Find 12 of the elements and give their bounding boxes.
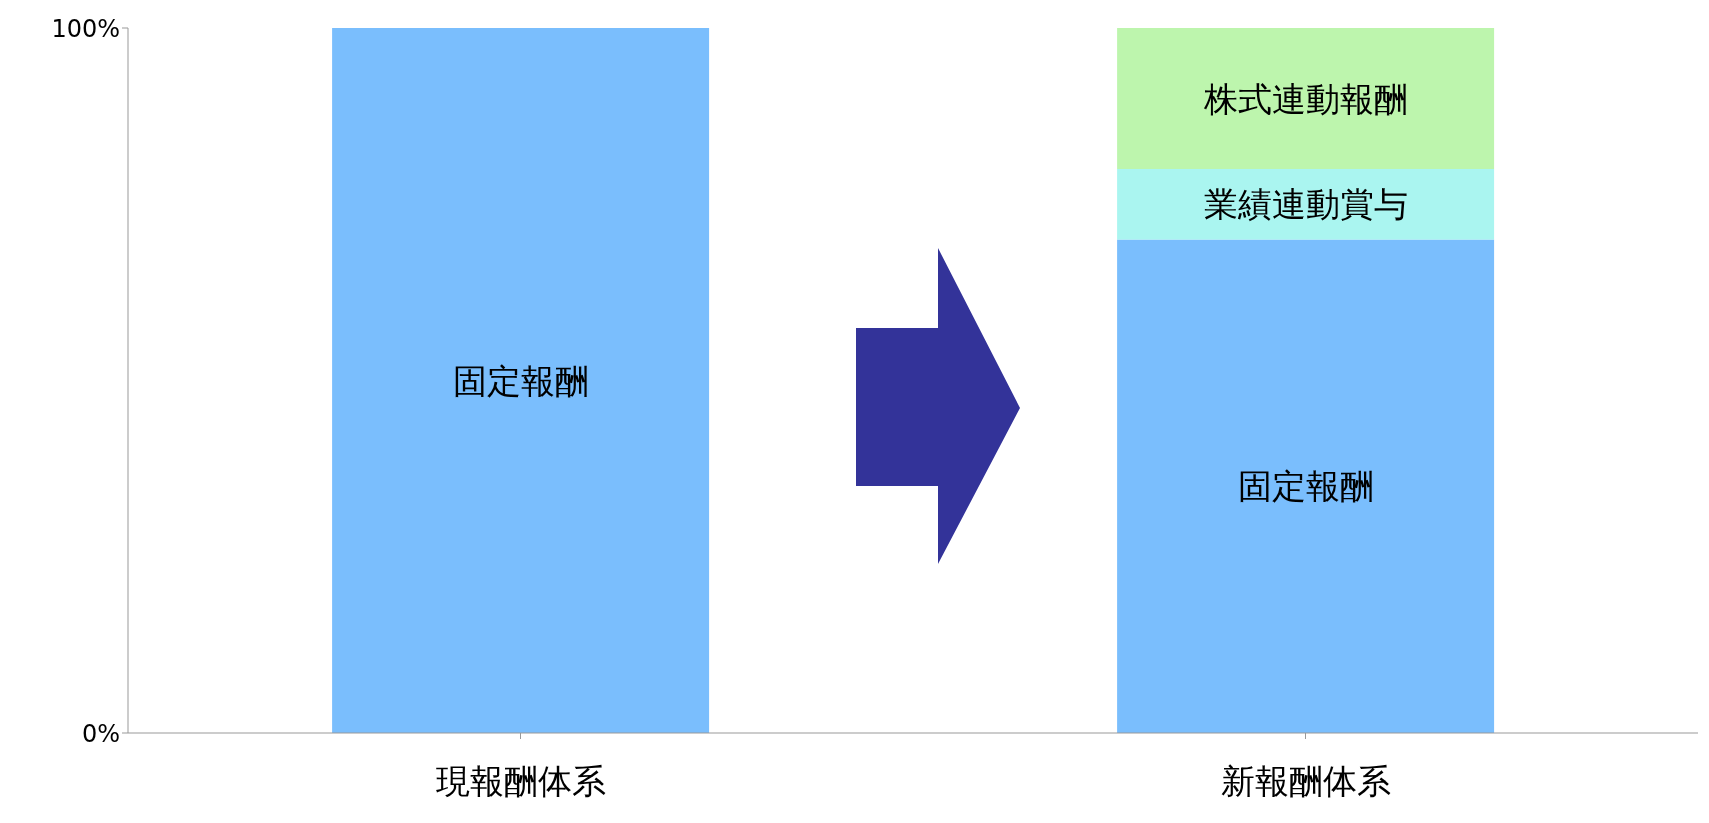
x-tick-label: 現報酬体系: [435, 761, 606, 802]
series-label: 固定報酬: [452, 360, 589, 401]
bar: [1117, 239, 1495, 733]
y-tick-label: 100%: [51, 14, 120, 43]
x-tick-label: 新報酬体系: [1220, 761, 1391, 802]
series-label: 業績連動賞与: [1203, 184, 1408, 225]
bar: [1117, 169, 1495, 240]
bar: [332, 28, 710, 733]
y-tick-label: 0%: [81, 719, 120, 748]
text: 固定報酬: [1237, 466, 1374, 507]
series-label: 株式連動報酬: [1202, 78, 1408, 119]
bar: [1117, 28, 1495, 169]
